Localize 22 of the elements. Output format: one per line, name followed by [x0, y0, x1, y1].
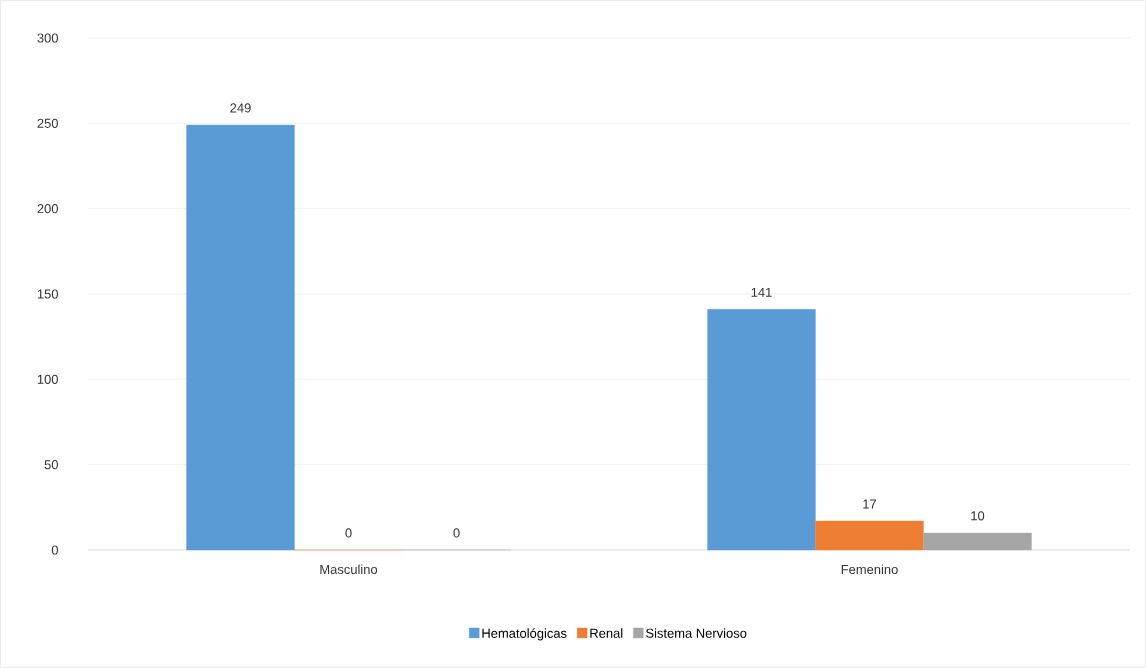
- y-tick-label: 250: [37, 118, 58, 128]
- y-tick-label: 150: [37, 289, 58, 299]
- y-tick-label: 0: [51, 545, 58, 555]
- data-label: 10: [971, 511, 985, 521]
- legend-label: Sistema Nervioso: [646, 628, 747, 638]
- bar: [707, 309, 816, 551]
- data-label: 0: [345, 528, 352, 538]
- bar: [923, 532, 1032, 551]
- legend-label: Hematológicas: [482, 628, 567, 641]
- x-tick-label: Femenino: [841, 564, 898, 575]
- x-tick-label: Masculino: [320, 564, 378, 575]
- data-label: 141: [751, 287, 772, 297]
- y-tick-label: 300: [37, 33, 58, 43]
- data-label: 0: [453, 528, 460, 538]
- y-tick-label: 200: [37, 204, 58, 214]
- data-label: 17: [863, 499, 877, 509]
- y-tick-label: 50: [44, 460, 58, 470]
- bar: [186, 124, 295, 551]
- bar: [815, 520, 924, 551]
- data-label: 249: [230, 103, 251, 113]
- y-tick-label: 100: [37, 374, 58, 384]
- legend-label: Renal: [590, 628, 623, 638]
